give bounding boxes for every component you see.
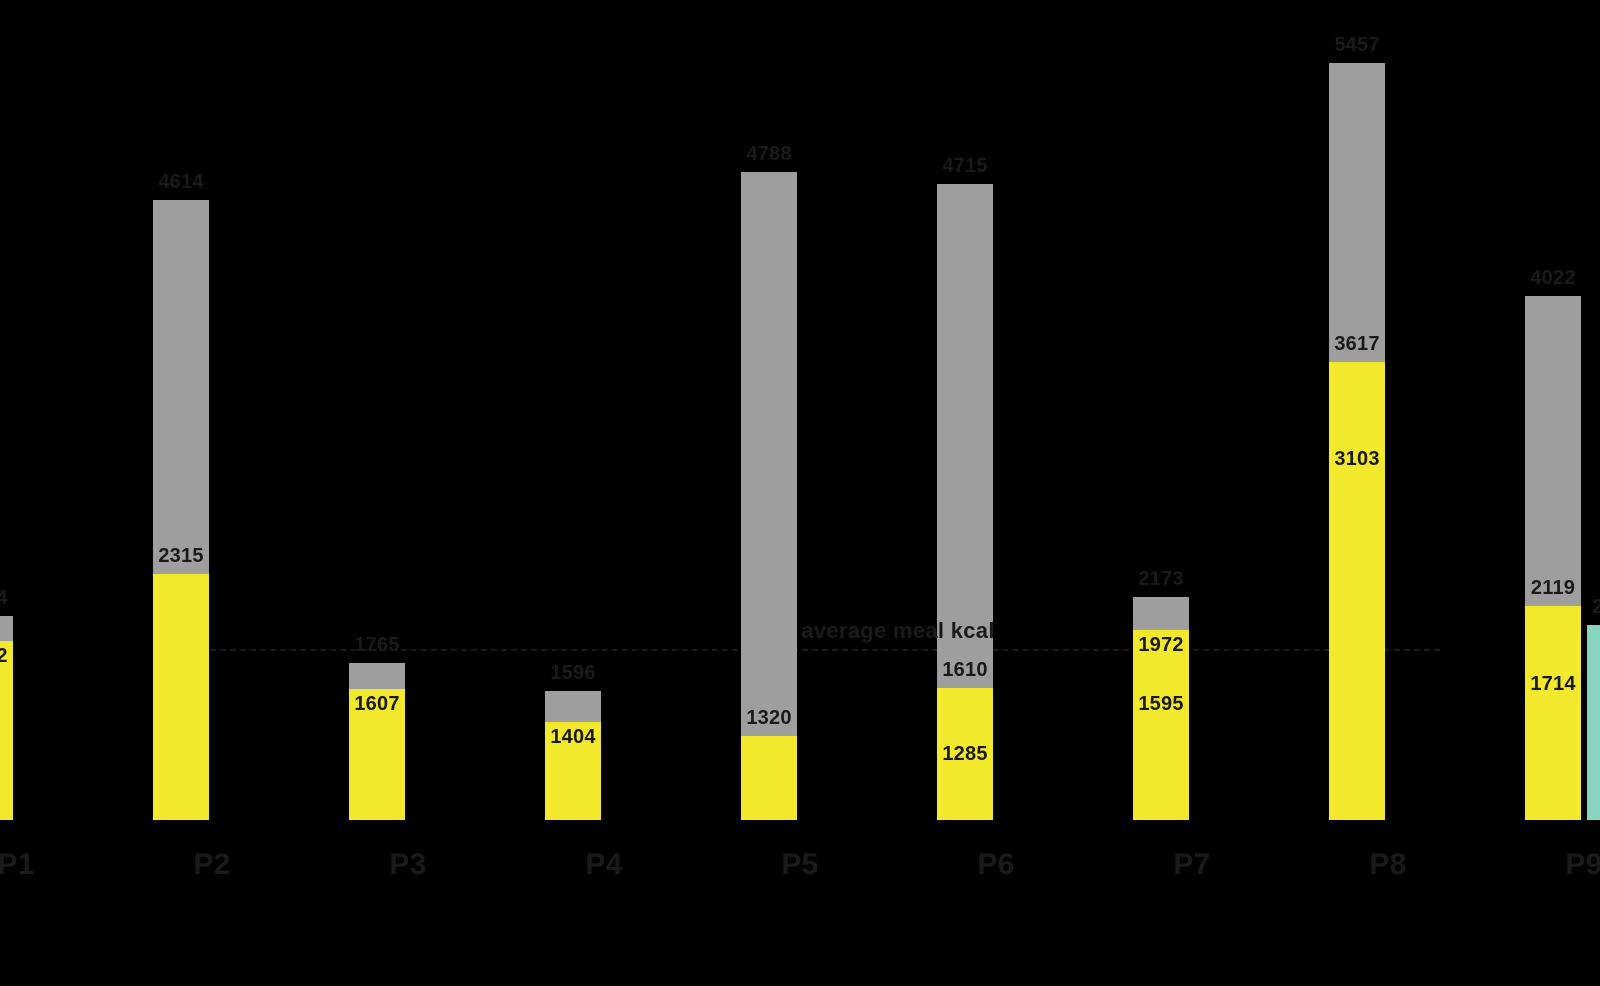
range-bar [153, 200, 209, 602]
x-category-label: P1 [0, 848, 35, 882]
chart-canvas: 20541902P146142315P217651607P315961404P4… [100, 40, 1500, 902]
x-category-label: P3 [389, 848, 426, 882]
range-low-label: 1714 [1530, 673, 1575, 696]
range-bar [937, 184, 993, 741]
bar-control [1133, 630, 1189, 820]
x-category-label: P2 [193, 848, 230, 882]
range-low-label: 3103 [1334, 448, 1379, 471]
x-category-label: P9 [1565, 848, 1600, 882]
baseline-line [160, 649, 1440, 651]
range-high-label: 2054 [0, 587, 8, 610]
x-category-label: P5 [781, 848, 818, 882]
series1-value-label: 1404 [550, 726, 595, 749]
bar-control [153, 574, 209, 820]
range-high-label: 4614 [158, 171, 203, 194]
range-high-label: 4715 [942, 155, 987, 178]
plot-area: 20541902P146142315P217651607P315961404P4… [160, 40, 1440, 820]
range-high-label: 4788 [746, 143, 791, 166]
series1-value-label: 1972 [1138, 634, 1183, 657]
range-high-label: 1596 [550, 662, 595, 685]
series2-value-label: 2000 [1592, 596, 1600, 619]
range-low-label: 1595 [1138, 693, 1183, 716]
bar-control [741, 736, 797, 821]
series1-value-label: 2315 [158, 545, 203, 568]
series1-value-label: 1902 [0, 645, 8, 668]
bar-intervention [1587, 625, 1600, 820]
x-category-label: P8 [1369, 848, 1406, 882]
range-bar [741, 172, 797, 773]
series1-value-label: 2119 [1531, 577, 1575, 600]
series1-value-label: 1320 [746, 707, 791, 730]
series1-value-label: 1607 [354, 693, 399, 716]
bar-control [1329, 362, 1385, 820]
x-category-label: P7 [1173, 848, 1210, 882]
x-category-label: P4 [585, 848, 622, 882]
range-high-label: 5457 [1334, 34, 1379, 57]
range-low-label: 1285 [942, 743, 987, 766]
range-high-label: 4022 [1530, 267, 1575, 290]
series1-value-label: 1610 [942, 659, 987, 682]
x-category-label: P6 [977, 848, 1014, 882]
baseline-label: average meal kcal [801, 618, 994, 644]
range-high-label: 2173 [1138, 568, 1183, 591]
bar-control [1525, 606, 1581, 820]
range-high-label: 1765 [354, 634, 399, 657]
series1-value-label: 3617 [1334, 333, 1379, 356]
